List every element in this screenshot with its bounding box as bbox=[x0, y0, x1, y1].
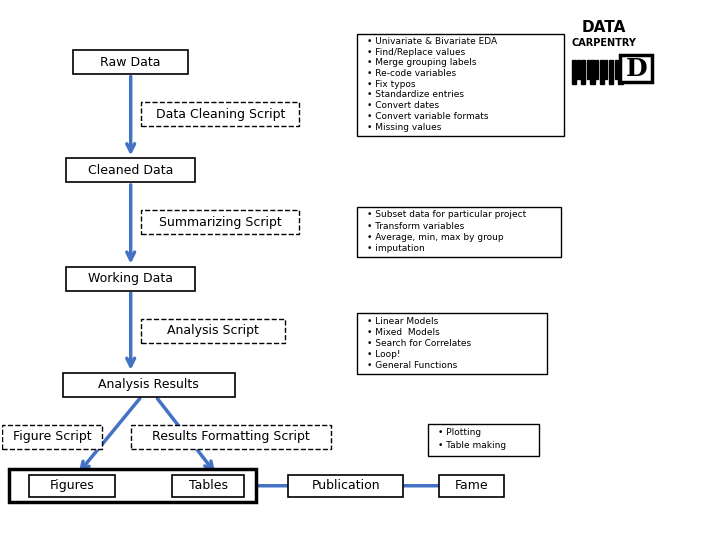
Text: • Convert variable formats: • Convert variable formats bbox=[366, 112, 488, 121]
Text: • Re-code variables: • Re-code variables bbox=[366, 69, 456, 78]
Bar bbox=[577, 60, 580, 79]
Text: • Linear Models: • Linear Models bbox=[366, 316, 438, 326]
Text: • Standardize entries: • Standardize entries bbox=[366, 91, 464, 99]
Text: Data Cleaning Script: Data Cleaning Script bbox=[156, 107, 285, 120]
Text: • Missing values: • Missing values bbox=[366, 123, 441, 132]
Text: Tables: Tables bbox=[189, 480, 228, 492]
FancyBboxPatch shape bbox=[356, 207, 561, 257]
FancyBboxPatch shape bbox=[428, 424, 539, 456]
Text: • Univariate & Bivariate EDA: • Univariate & Bivariate EDA bbox=[366, 37, 497, 46]
FancyBboxPatch shape bbox=[621, 55, 652, 83]
Text: Analysis Script: Analysis Script bbox=[167, 324, 259, 337]
Text: • Find/Replace values: • Find/Replace values bbox=[366, 48, 465, 57]
FancyBboxPatch shape bbox=[356, 34, 564, 136]
FancyBboxPatch shape bbox=[289, 475, 403, 497]
Text: • General Functions: • General Functions bbox=[366, 361, 456, 370]
Text: • imputation: • imputation bbox=[366, 244, 424, 253]
Text: Publication: Publication bbox=[312, 480, 380, 492]
FancyBboxPatch shape bbox=[1, 425, 102, 449]
Text: • Subset data for particular project: • Subset data for particular project bbox=[366, 211, 526, 219]
Text: DATA: DATA bbox=[582, 20, 626, 35]
Text: • Transform variables: • Transform variables bbox=[366, 221, 464, 231]
FancyBboxPatch shape bbox=[356, 313, 546, 374]
Text: Results Formatting Script: Results Formatting Script bbox=[152, 430, 310, 443]
FancyBboxPatch shape bbox=[73, 50, 188, 74]
Text: Analysis Results: Analysis Results bbox=[98, 379, 199, 392]
Bar bbox=[609, 60, 613, 84]
FancyBboxPatch shape bbox=[66, 267, 195, 291]
Text: Raw Data: Raw Data bbox=[101, 56, 161, 69]
Bar bbox=[581, 60, 585, 84]
FancyBboxPatch shape bbox=[439, 475, 503, 497]
Text: CARPENTRY: CARPENTRY bbox=[572, 38, 636, 48]
Bar bbox=[590, 60, 595, 84]
Bar bbox=[615, 60, 617, 79]
FancyBboxPatch shape bbox=[63, 373, 235, 397]
Bar bbox=[606, 60, 608, 79]
FancyBboxPatch shape bbox=[9, 469, 256, 502]
Text: • Mixed  Models: • Mixed Models bbox=[366, 328, 439, 336]
Text: Cleaned Data: Cleaned Data bbox=[88, 164, 174, 177]
FancyBboxPatch shape bbox=[29, 475, 115, 497]
Text: • Fix typos: • Fix typos bbox=[366, 80, 415, 89]
Text: • Table making: • Table making bbox=[438, 441, 506, 450]
Text: • Convert dates: • Convert dates bbox=[366, 101, 438, 110]
Text: D: D bbox=[626, 57, 648, 80]
Text: • Merge grouping labels: • Merge grouping labels bbox=[366, 58, 476, 68]
Bar bbox=[587, 60, 589, 79]
Text: Working Data: Working Data bbox=[88, 272, 174, 285]
FancyBboxPatch shape bbox=[172, 475, 244, 497]
Text: • Average, min, max by group: • Average, min, max by group bbox=[366, 233, 503, 241]
Text: • Plotting: • Plotting bbox=[438, 428, 482, 437]
Bar bbox=[600, 60, 604, 84]
FancyBboxPatch shape bbox=[66, 158, 195, 183]
FancyBboxPatch shape bbox=[141, 211, 300, 234]
Bar bbox=[596, 60, 598, 79]
Text: Figure Script: Figure Script bbox=[12, 430, 91, 443]
FancyBboxPatch shape bbox=[141, 102, 300, 126]
FancyBboxPatch shape bbox=[141, 319, 285, 342]
Bar bbox=[618, 60, 623, 84]
Text: • Search for Correlates: • Search for Correlates bbox=[366, 339, 471, 348]
FancyBboxPatch shape bbox=[131, 425, 331, 449]
Bar bbox=[572, 60, 576, 84]
Text: • Loop!: • Loop! bbox=[366, 349, 400, 359]
Text: Figures: Figures bbox=[50, 480, 94, 492]
Text: Fame: Fame bbox=[454, 480, 488, 492]
Text: Summarizing Script: Summarizing Script bbox=[159, 216, 282, 229]
